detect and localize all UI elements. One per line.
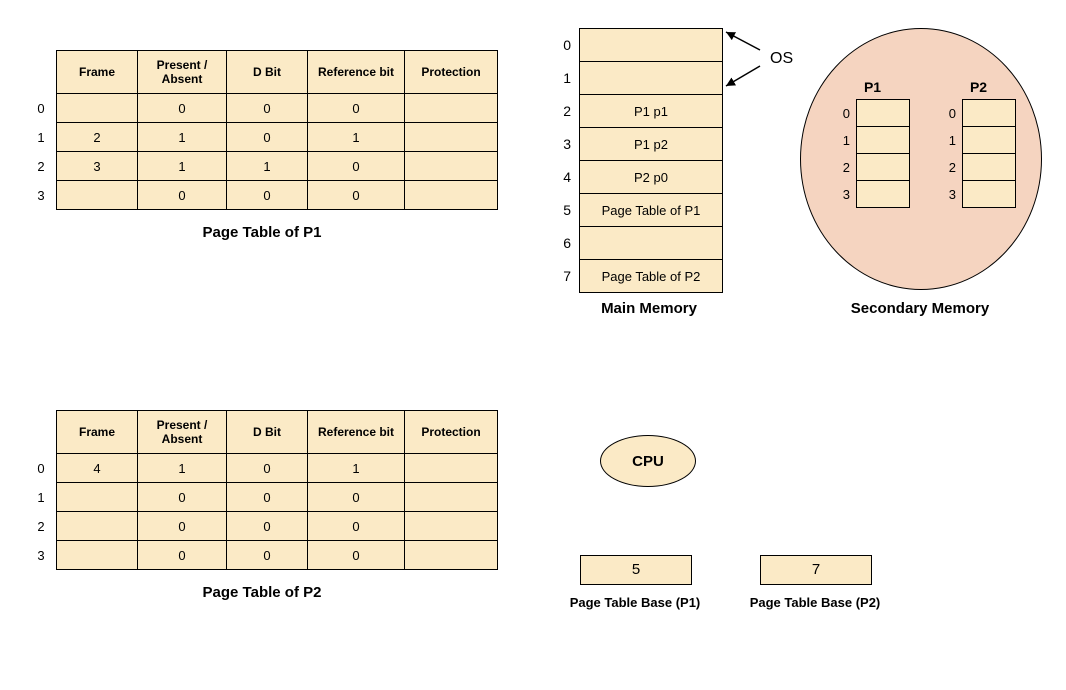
table-row: 0 0 0 0 bbox=[26, 94, 498, 123]
secondary-memory-label: Secondary Memory bbox=[800, 300, 1040, 317]
th-protection: Protection bbox=[405, 51, 498, 94]
ptbr-p2-label: Page Table Base (P2) bbox=[740, 595, 890, 610]
th-dbit: D Bit bbox=[227, 51, 308, 94]
mm-frame: P2 p0 bbox=[580, 161, 723, 194]
sec-slot bbox=[963, 127, 1016, 154]
mm-frame bbox=[580, 62, 723, 95]
main-memory-label: Main Memory bbox=[578, 300, 720, 317]
table-row: 2 0 0 0 bbox=[26, 512, 498, 541]
sec-slot bbox=[963, 154, 1016, 181]
sec-slot bbox=[857, 154, 910, 181]
th-dbit: D Bit bbox=[227, 411, 308, 454]
th-present-absent: Present / Absent bbox=[138, 411, 227, 454]
sec-slot bbox=[963, 181, 1016, 208]
th-ref: Reference bit bbox=[308, 411, 405, 454]
th-frame: Frame bbox=[57, 51, 138, 94]
th-present-absent: Present / Absent bbox=[138, 51, 227, 94]
mm-frame: Page Table of P1 bbox=[580, 194, 723, 227]
secondary-p2: P2 0 1 2 3 bbox=[941, 79, 1016, 208]
secondary-p1: P1 0 1 2 3 bbox=[835, 79, 910, 208]
table-row: 3 0 0 0 bbox=[26, 181, 498, 210]
ptbr-p1-value: 5 bbox=[632, 561, 640, 578]
page-table-p2: Frame Present / Absent D Bit Reference b… bbox=[26, 410, 498, 601]
table-row: 0 4 1 0 1 bbox=[26, 454, 498, 483]
th-protection: Protection bbox=[405, 411, 498, 454]
mm-frame: Page Table of P2 bbox=[580, 260, 723, 293]
sec-slot bbox=[857, 127, 910, 154]
secondary-p1-title: P1 bbox=[835, 79, 910, 95]
ptbr-p2-value: 7 bbox=[812, 561, 820, 578]
page-table-p1-caption: Page Table of P1 bbox=[26, 224, 498, 241]
secondary-p2-title: P2 bbox=[941, 79, 1016, 95]
mm-frame: P1 p1 bbox=[580, 95, 723, 128]
mm-frame bbox=[580, 29, 723, 62]
secondary-memory: P1 0 1 2 3 P2 0 1 2 3 bbox=[800, 28, 1042, 290]
main-memory-table: 0 1 2P1 p1 3P1 p2 4P2 p0 5Page Table of … bbox=[550, 28, 723, 293]
th-frame: Frame bbox=[57, 411, 138, 454]
os-label: OS bbox=[770, 50, 793, 68]
table-row: 3 0 0 0 bbox=[26, 541, 498, 570]
sec-slot bbox=[963, 100, 1016, 127]
page-table-p2-table: Frame Present / Absent D Bit Reference b… bbox=[26, 410, 498, 570]
page-table-p1-table: Frame Present / Absent D Bit Reference b… bbox=[26, 50, 498, 210]
sec-slot bbox=[857, 181, 910, 208]
table-row: 1 0 0 0 bbox=[26, 483, 498, 512]
page-table-p2-caption: Page Table of P2 bbox=[26, 584, 498, 601]
mm-frame: P1 p2 bbox=[580, 128, 723, 161]
table-row: 1 2 1 0 1 bbox=[26, 123, 498, 152]
cpu-label: CPU bbox=[632, 453, 664, 470]
cpu: CPU bbox=[600, 435, 696, 487]
th-ref: Reference bit bbox=[308, 51, 405, 94]
table-row: 2 3 1 1 0 bbox=[26, 152, 498, 181]
main-memory: 0 1 2P1 p1 3P1 p2 4P2 p0 5Page Table of … bbox=[550, 28, 723, 293]
ptbr-p2-box: 7 bbox=[760, 555, 872, 585]
ptbr-p1-label: Page Table Base (P1) bbox=[560, 595, 710, 610]
ptbr-p1-box: 5 bbox=[580, 555, 692, 585]
mm-frame bbox=[580, 227, 723, 260]
page-table-p1: Frame Present / Absent D Bit Reference b… bbox=[26, 50, 498, 241]
sec-slot bbox=[857, 100, 910, 127]
